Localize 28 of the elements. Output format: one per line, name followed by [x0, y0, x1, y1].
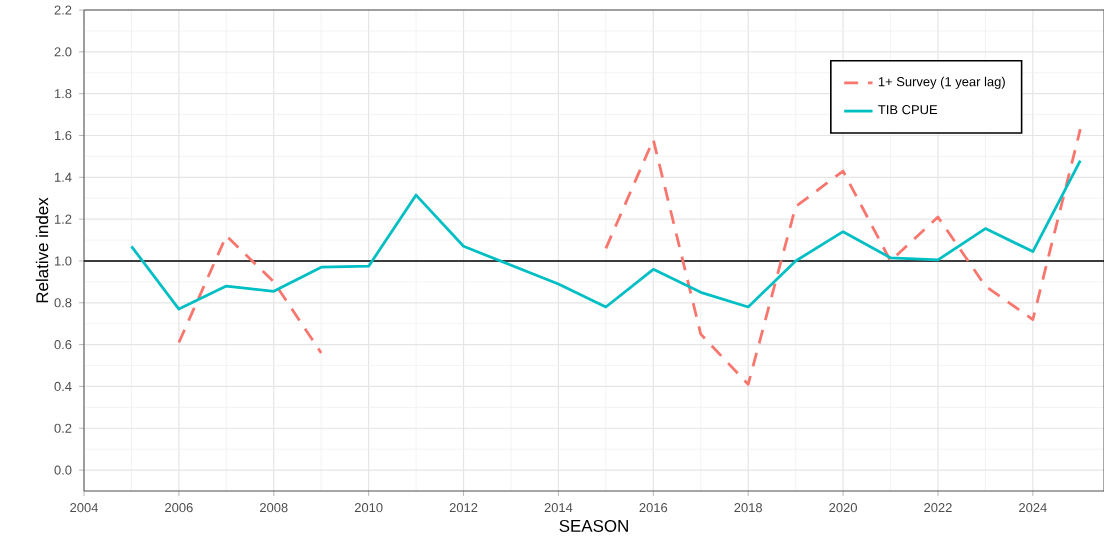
legend-label: TIB CPUE [878, 105, 938, 115]
x-tick-label: 2014 [544, 503, 573, 513]
y-tick-label: 2.0 [54, 47, 72, 57]
x-tick-label: 2012 [449, 503, 478, 513]
x-axis-title: SEASON [559, 519, 628, 532]
line-series [130, 159, 1082, 311]
x-tick-label: 2022 [924, 503, 952, 513]
x-tick-label: 2020 [829, 503, 857, 513]
x-tick-label: 2016 [639, 503, 668, 513]
x-tick-label: 2008 [260, 503, 288, 513]
legend-label: 1+ Survey (1 year lag) [878, 76, 1005, 89]
x-tick-label: 2006 [165, 503, 193, 513]
y-tick-label: 0.0 [54, 465, 72, 475]
y-tick-label: 1.6 [54, 130, 72, 141]
y-tick-label: 2.2 [54, 5, 72, 15]
y-tick-label: 0.2 [54, 423, 72, 433]
x-tick-label: 2018 [734, 503, 763, 513]
x-tick-label: 2004 [70, 503, 99, 513]
x-tick-label: 2024 [1019, 503, 1047, 513]
y-axis-title: Relative index [35, 197, 49, 303]
x-tick-label: 2010 [354, 503, 383, 513]
y-tick-label: 0.4 [54, 381, 72, 392]
y-tick-label: 0.8 [54, 298, 72, 308]
y-tick-label: 1.8 [54, 89, 72, 99]
y-tick-label: 0.6 [54, 340, 72, 350]
y-tick-label: 1.0 [54, 256, 72, 266]
y-tick-label: 1.2 [54, 214, 72, 224]
y-tick-label: 1.4 [54, 172, 72, 182]
